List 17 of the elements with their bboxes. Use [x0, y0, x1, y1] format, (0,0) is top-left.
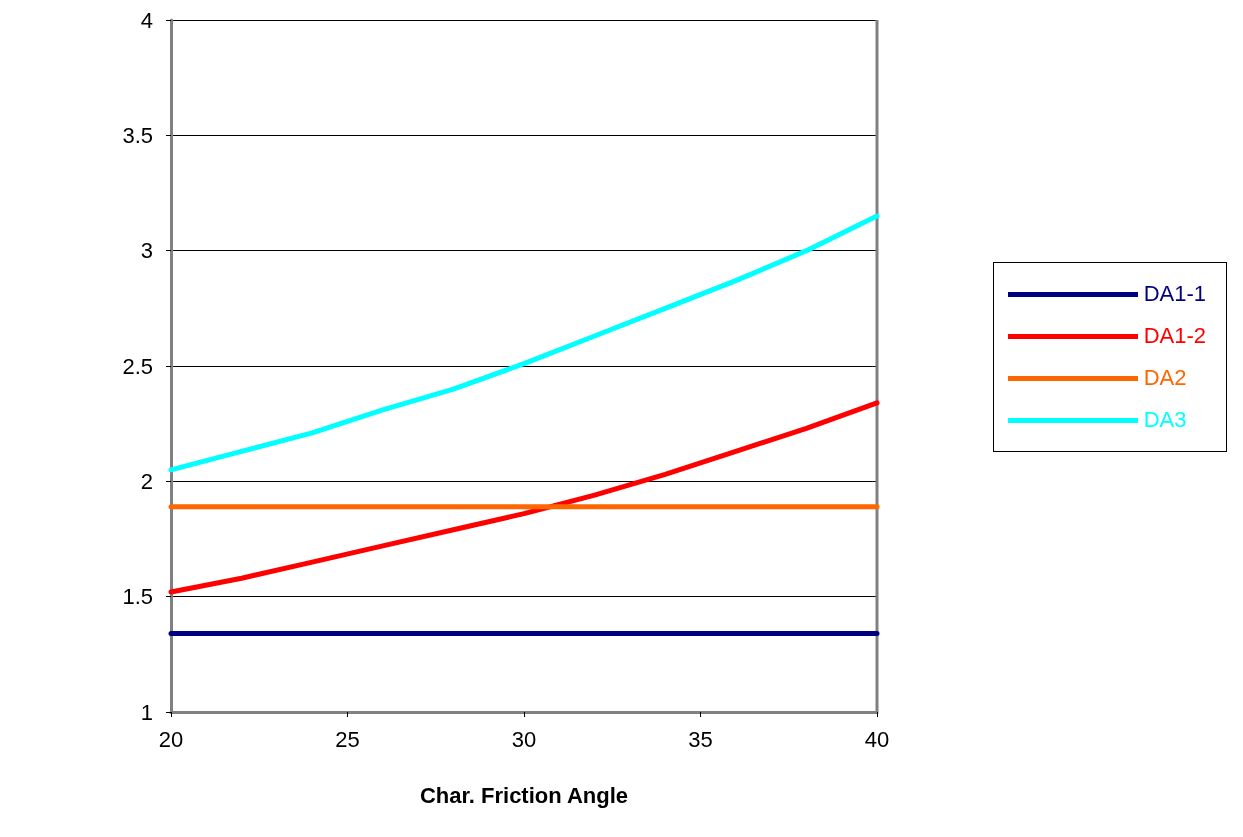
x-tick-label: 20 [158, 726, 184, 752]
x-axis-title: Char. Friction Angle [419, 782, 629, 808]
x-tick-label: 40 [864, 726, 890, 752]
x-tick-label: 25 [335, 726, 360, 752]
y-tick-label: 3 [140, 238, 153, 264]
y-tick-label: 4 [140, 7, 153, 33]
text: DA3 [1143, 407, 1187, 433]
text: DA1-2 [1143, 323, 1206, 349]
text: DA2 [1143, 365, 1187, 391]
y-tick-label: 3.5 [122, 122, 153, 148]
y-tick-label: 1.5 [122, 584, 153, 610]
y-tick-label: 1 [140, 699, 153, 725]
x-tick-label: 30 [511, 726, 537, 752]
y-tick-label: 2 [140, 468, 153, 494]
y-tick-label: 2.5 [122, 353, 153, 379]
x-tick-label: 35 [688, 726, 713, 752]
text: DA1-1 [1143, 281, 1206, 307]
